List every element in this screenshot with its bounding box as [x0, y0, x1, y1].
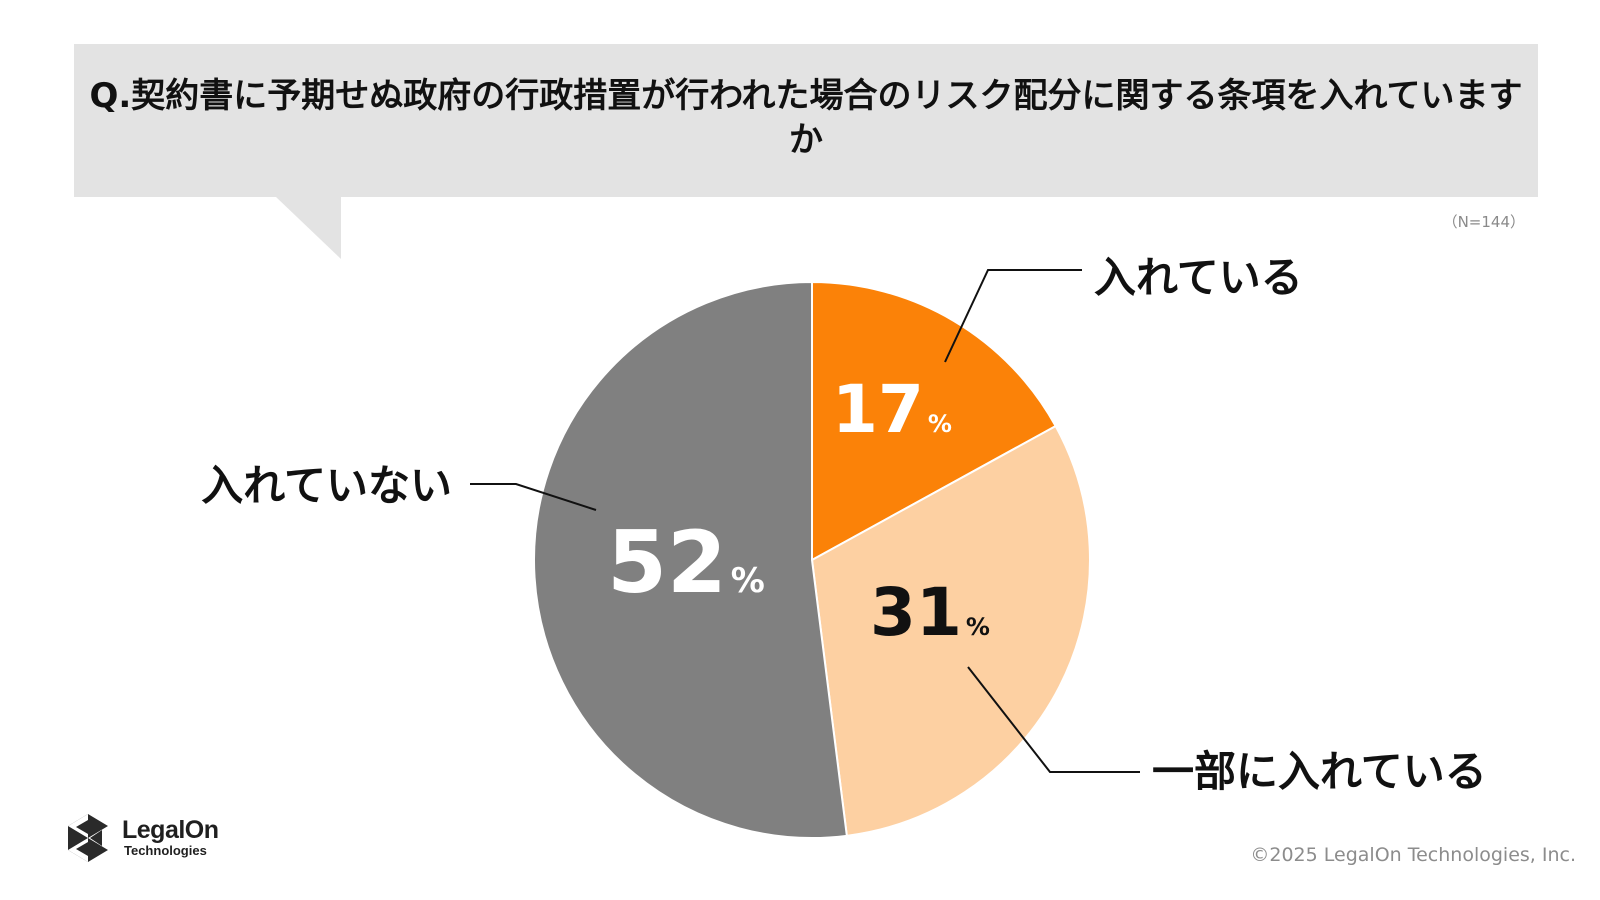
logo-subtitle: Technologies: [124, 843, 207, 858]
pie-slice-1: [811, 280, 1057, 562]
company-logo: LegalOn Technologies: [64, 812, 219, 864]
legalon-hexagon-logo-icon: [68, 814, 108, 862]
question-bubble: [74, 44, 1538, 197]
logo-name: LegalOn: [122, 816, 219, 844]
copyright-text: ©2025 LegalOn Technologies, Inc.: [1250, 844, 1576, 866]
leader-line-2: [967, 666, 1140, 773]
category-label-1: 入れている: [1094, 253, 1303, 302]
question-bubble-tail: [276, 197, 341, 259]
pie-slice-3: [533, 280, 848, 839]
category-label-3: 入れていない: [201, 461, 452, 510]
value-label-2: 31%: [870, 574, 990, 651]
leader-line-1: [944, 269, 1082, 363]
category-label-2: 一部に入れている: [1152, 747, 1487, 796]
sample-size-note: （N=144）: [1442, 213, 1525, 231]
value-label-3: 52%: [607, 513, 765, 613]
leader-line-3: [470, 483, 597, 511]
question-title: Q.契約書に予期せぬ政府の行政措置が行われた場合のリスク配分に関する条項を入れて…: [89, 76, 1523, 160]
value-label-1: 17%: [832, 371, 952, 448]
